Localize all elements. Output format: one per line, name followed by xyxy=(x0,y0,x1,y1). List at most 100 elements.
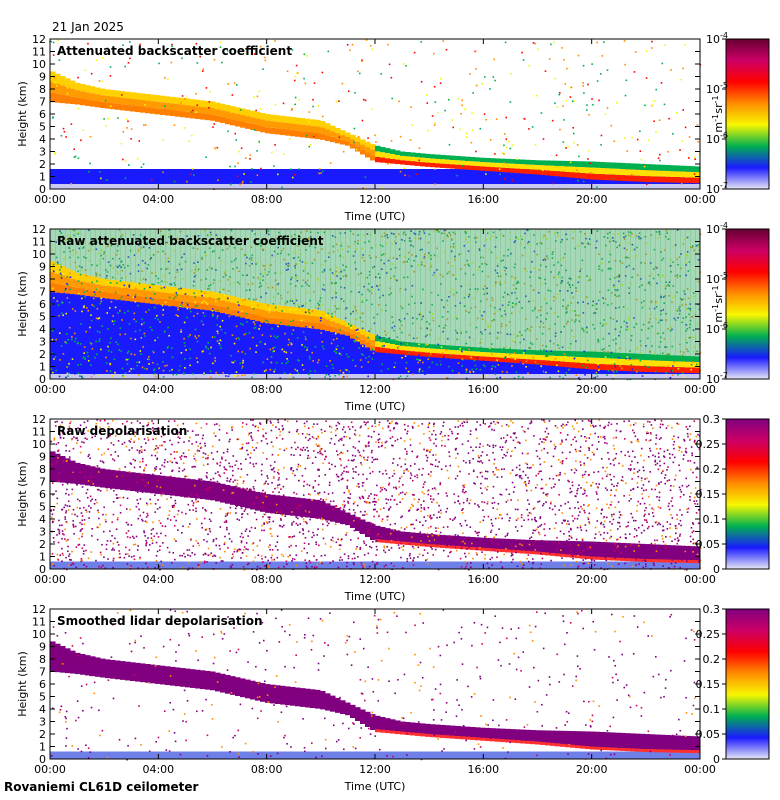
cloud-base-column xyxy=(610,557,616,561)
noise-speck xyxy=(582,301,585,303)
noise-speck xyxy=(515,287,518,290)
noise-speck xyxy=(418,354,420,356)
cloud-top-column xyxy=(465,156,471,162)
noise-speck xyxy=(219,41,222,44)
surface-layer-column xyxy=(530,561,536,569)
noise-speck xyxy=(482,256,485,259)
surface-layer-column xyxy=(535,374,541,379)
noise-speck xyxy=(561,238,564,241)
noise-speck xyxy=(578,314,580,317)
noise-speck xyxy=(686,348,688,350)
noise-speck xyxy=(641,375,644,377)
noise-speck xyxy=(99,171,101,173)
noise-speck xyxy=(264,242,266,245)
cloud-base-column xyxy=(620,557,626,561)
noise-speck xyxy=(392,233,395,235)
noise-speck xyxy=(637,235,640,238)
upper-noise-column xyxy=(65,229,71,269)
noise-speck xyxy=(595,308,598,310)
noise-speck xyxy=(386,271,389,273)
noise-speck xyxy=(379,244,382,246)
surface-layer-column xyxy=(470,184,476,189)
cloud-top-column xyxy=(140,93,146,100)
noise-speck xyxy=(379,296,381,299)
surface-layer-column xyxy=(50,184,56,189)
noise-speck xyxy=(380,370,383,372)
noise-speck xyxy=(567,145,569,148)
noise-speck xyxy=(529,342,532,344)
noise-speck xyxy=(369,364,371,367)
noise-speck xyxy=(501,366,504,368)
noise-speck xyxy=(251,306,254,309)
noise-speck xyxy=(461,365,463,367)
cloud-base-column xyxy=(570,172,576,178)
noise-speck xyxy=(609,231,611,234)
noise-speck xyxy=(148,254,151,257)
noise-speck xyxy=(305,302,307,305)
noise-speck xyxy=(499,281,501,284)
boundary-layer-column xyxy=(560,169,566,189)
noise-speck xyxy=(227,278,230,281)
cloud-layer-column xyxy=(365,521,371,537)
cloud-mid-column xyxy=(175,104,181,111)
boundary-layer-column xyxy=(235,316,241,379)
noise-speck xyxy=(294,285,297,287)
noise-speck xyxy=(251,254,254,257)
noise-speck xyxy=(424,335,427,338)
surface-layer-column xyxy=(200,374,206,379)
noise-speck xyxy=(563,325,566,328)
surface-layer-column xyxy=(325,184,331,189)
noise-speck xyxy=(676,258,678,261)
surface-layer-column xyxy=(265,374,271,379)
noise-speck xyxy=(370,292,373,295)
noise-speck xyxy=(540,320,542,323)
noise-speck xyxy=(582,242,585,245)
cloud-mid-column xyxy=(465,161,471,166)
noise-speck xyxy=(697,244,700,246)
noise-speck xyxy=(58,314,60,317)
upper-noise-column xyxy=(635,229,641,354)
cloud-base-column xyxy=(665,366,671,373)
cloud-mid-column xyxy=(670,361,676,368)
cloud-mid-column xyxy=(150,101,156,108)
cloud-base-column xyxy=(480,356,486,361)
noise-speck xyxy=(689,310,692,313)
surface-layer-column xyxy=(545,561,551,569)
noise-speck xyxy=(273,350,275,352)
noise-speck xyxy=(419,312,422,314)
cloud-mid-column xyxy=(500,163,506,168)
noise-speck xyxy=(613,363,616,365)
noise-speck xyxy=(367,282,370,285)
noise-speck xyxy=(134,330,137,333)
cloud-top-column xyxy=(65,78,71,88)
noise-speck xyxy=(392,321,394,324)
noise-speck xyxy=(151,298,154,301)
noise-speck xyxy=(107,325,110,328)
cloud-top-column xyxy=(505,158,511,164)
surface-layer-column xyxy=(70,184,76,189)
cloud-layer-column xyxy=(515,539,521,553)
noise-speck xyxy=(686,254,689,257)
noise-speck xyxy=(360,366,363,368)
noise-speck xyxy=(396,280,398,283)
cloud-mid-column xyxy=(505,353,511,359)
noise-speck xyxy=(194,274,197,277)
noise-speck xyxy=(237,301,239,304)
noise-speck xyxy=(536,48,539,51)
noise-speck xyxy=(206,303,209,305)
noise-speck xyxy=(293,301,296,304)
noise-speck xyxy=(93,305,95,308)
boundary-layer-column xyxy=(310,169,316,189)
noise-speck xyxy=(63,336,65,339)
noise-speck xyxy=(570,86,573,89)
noise-speck xyxy=(184,345,186,347)
noise-speck xyxy=(404,174,406,177)
noise-speck xyxy=(195,365,198,368)
noise-speck xyxy=(324,376,326,378)
surface-layer-column xyxy=(295,561,301,569)
noise-speck xyxy=(355,309,358,312)
noise-speck xyxy=(472,297,475,300)
noise-speck xyxy=(72,253,75,256)
surface-layer-column xyxy=(515,374,521,379)
noise-speck xyxy=(292,357,295,360)
